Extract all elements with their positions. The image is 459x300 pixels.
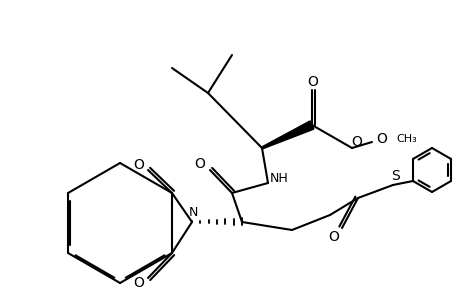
Text: O: O bbox=[351, 135, 362, 149]
Text: O: O bbox=[376, 132, 386, 146]
Text: O: O bbox=[328, 230, 339, 244]
Text: NH: NH bbox=[269, 172, 288, 184]
Polygon shape bbox=[261, 121, 313, 149]
Text: N: N bbox=[188, 206, 197, 220]
Text: O: O bbox=[307, 75, 318, 89]
Text: S: S bbox=[391, 169, 399, 183]
Text: O: O bbox=[133, 158, 144, 172]
Text: CH₃: CH₃ bbox=[396, 134, 416, 144]
Text: O: O bbox=[194, 157, 205, 171]
Text: O: O bbox=[133, 276, 144, 290]
